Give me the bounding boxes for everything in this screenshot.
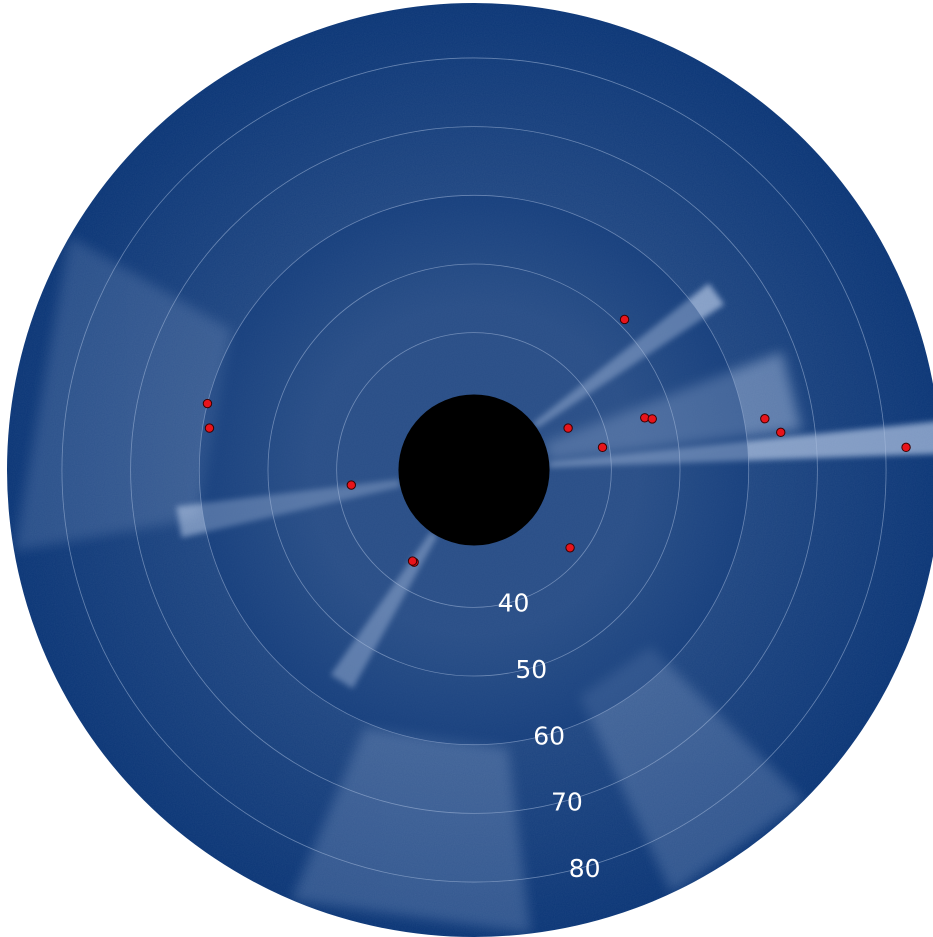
radial-tick-label: 40 (498, 589, 530, 618)
streamer-southwest (330, 531, 438, 689)
streamer-northeast (533, 283, 725, 429)
data-point (346, 480, 357, 490)
radial-tick-label: 70 (551, 788, 583, 817)
occulter-disc (398, 394, 550, 546)
data-point (204, 423, 215, 433)
streamer-southeast (579, 646, 805, 894)
radial-tick-label: 50 (515, 655, 547, 684)
grid-ring (336, 332, 612, 608)
data-point (647, 414, 657, 424)
streamer-east-fan (544, 351, 802, 461)
data-point (202, 398, 213, 409)
radial-tick-label: 80 (569, 854, 601, 883)
streamer-west (176, 479, 401, 538)
data-point (563, 423, 573, 433)
grid-ring (130, 126, 818, 814)
data-point (901, 442, 911, 453)
streamer-west-fan (14, 236, 232, 552)
data-point (407, 556, 418, 566)
data-point (776, 427, 786, 438)
data-point (565, 543, 575, 553)
data-point (619, 314, 630, 325)
grid-ring (198, 194, 750, 746)
grid-ring (61, 57, 887, 883)
grid-ring (267, 263, 681, 677)
radial-tick-label: 60 (533, 721, 565, 750)
data-point (760, 414, 770, 424)
data-point (597, 442, 608, 453)
streamer-east (549, 421, 933, 468)
